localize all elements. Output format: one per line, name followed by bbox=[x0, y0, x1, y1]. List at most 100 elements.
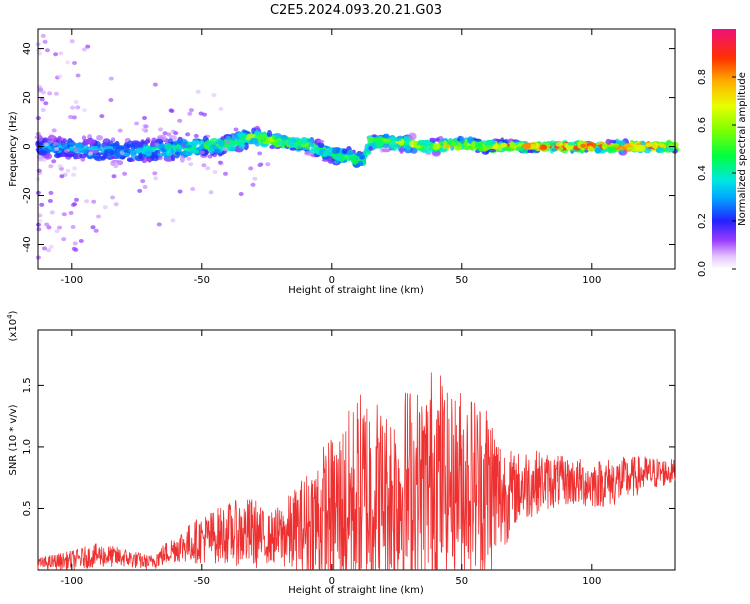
heat-cell bbox=[58, 51, 64, 56]
heat-cell bbox=[539, 144, 548, 151]
heat-cell bbox=[57, 164, 63, 169]
heat-cell bbox=[81, 47, 87, 52]
heat-cell bbox=[65, 60, 71, 65]
heat-cell bbox=[431, 150, 441, 157]
heat-cell bbox=[363, 147, 369, 153]
heat-cell bbox=[73, 147, 79, 152]
heat-cell bbox=[233, 127, 239, 132]
heat-cell bbox=[371, 134, 377, 138]
colorbar-tick-label: 0.2 bbox=[697, 213, 708, 229]
heat-cell bbox=[131, 140, 140, 144]
spectrogram-frame bbox=[37, 28, 676, 270]
heat-cell bbox=[157, 156, 163, 161]
heat-cell bbox=[57, 225, 63, 230]
heat-cell bbox=[429, 137, 435, 141]
heat-cell bbox=[53, 91, 59, 96]
heat-cell bbox=[36, 227, 42, 232]
heat-cell bbox=[450, 146, 455, 151]
heat-cell bbox=[37, 134, 43, 142]
spectrogram-x-label: Height of straight line (km) bbox=[288, 285, 424, 296]
heat-cell bbox=[157, 153, 165, 157]
heat-cell bbox=[656, 147, 665, 153]
y-tick-label: 0 bbox=[22, 143, 33, 149]
heat-cell bbox=[237, 132, 245, 138]
heat-cell bbox=[84, 139, 93, 144]
heat-cell bbox=[186, 156, 192, 161]
heat-cell bbox=[188, 162, 194, 167]
heat-cell bbox=[89, 141, 95, 146]
heat-cell bbox=[138, 152, 143, 160]
heat-cell bbox=[73, 100, 79, 104]
heat-cell bbox=[201, 163, 207, 168]
heat-cell bbox=[119, 150, 125, 155]
heat-cell bbox=[74, 142, 83, 149]
heat-cell bbox=[107, 154, 113, 160]
heat-cell bbox=[74, 152, 83, 160]
heat-cell bbox=[74, 197, 79, 202]
heat-cell bbox=[99, 114, 105, 119]
heat-cell bbox=[238, 192, 244, 196]
heat-cell bbox=[40, 108, 46, 112]
heat-cell bbox=[48, 244, 54, 249]
heat-cell bbox=[114, 148, 121, 153]
heat-cell bbox=[90, 225, 96, 230]
heat-cell bbox=[451, 141, 456, 146]
heat-cell bbox=[72, 241, 78, 246]
heat-cell bbox=[178, 138, 188, 146]
colorbar-tick-label: 0.8 bbox=[697, 69, 708, 85]
heat-cell bbox=[70, 105, 76, 110]
heat-cell bbox=[206, 141, 212, 147]
heat-cell bbox=[108, 76, 114, 81]
heat-cell bbox=[93, 228, 99, 233]
heat-cell bbox=[170, 218, 176, 223]
heat-cell bbox=[51, 159, 57, 164]
heat-cell bbox=[46, 225, 52, 230]
x-tick-label: -50 bbox=[194, 275, 210, 286]
heat-cell bbox=[104, 148, 115, 156]
heat-cell bbox=[54, 229, 60, 234]
heat-cell bbox=[587, 147, 595, 152]
heat-cell bbox=[137, 188, 143, 193]
heat-cell bbox=[272, 141, 279, 146]
snr-series-line bbox=[37, 372, 676, 571]
heat-cell bbox=[179, 155, 185, 163]
heat-cell bbox=[154, 142, 160, 147]
heat-cell bbox=[335, 155, 342, 162]
snr-frame bbox=[37, 329, 676, 571]
heat-cell bbox=[43, 142, 49, 147]
heat-cell bbox=[331, 147, 340, 155]
heat-cell bbox=[266, 129, 273, 138]
heat-cell bbox=[349, 154, 357, 161]
heat-cell bbox=[185, 150, 193, 156]
heat-cell bbox=[68, 142, 77, 146]
heat-cell bbox=[384, 133, 390, 139]
heat-cell bbox=[665, 146, 675, 152]
heat-cell bbox=[257, 163, 263, 168]
heat-cell bbox=[88, 151, 93, 156]
heat-cell bbox=[142, 116, 147, 120]
heat-cell bbox=[162, 131, 168, 136]
heat-cell bbox=[47, 135, 57, 143]
heat-cell bbox=[314, 148, 320, 154]
heat-cell bbox=[65, 168, 71, 173]
heat-cell bbox=[317, 142, 325, 148]
heat-cell bbox=[72, 202, 78, 207]
heat-cell bbox=[38, 157, 44, 162]
heat-cell bbox=[492, 144, 497, 151]
heat-cell bbox=[102, 205, 108, 210]
heat-cell bbox=[212, 170, 218, 174]
heat-cell bbox=[555, 141, 564, 147]
snr-y-ticks: 0.5 1.0 1.5 bbox=[22, 377, 675, 516]
heat-cell bbox=[356, 152, 361, 156]
heat-cell bbox=[225, 140, 231, 145]
heat-cell bbox=[478, 140, 484, 145]
heat-cell bbox=[475, 143, 481, 149]
heat-cell bbox=[111, 174, 117, 179]
x-tick-label: 50 bbox=[455, 275, 468, 286]
heat-cell bbox=[90, 145, 99, 151]
heat-cell bbox=[255, 134, 266, 140]
heat-cell bbox=[46, 248, 52, 253]
heat-cell bbox=[171, 154, 176, 162]
heat-cell bbox=[140, 139, 145, 145]
